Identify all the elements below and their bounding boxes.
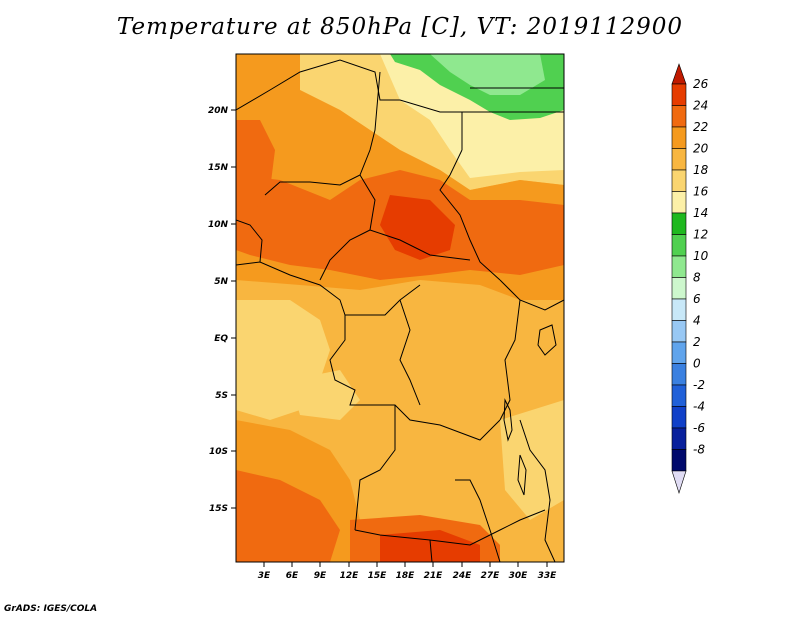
lon-label: 24E xyxy=(453,571,473,581)
colorbar-swatch xyxy=(671,212,687,235)
lon-label: 12E xyxy=(340,571,360,581)
colorbar-swatch xyxy=(671,234,687,257)
colorbar-label: 0 xyxy=(693,357,701,371)
colorbar-label: 20 xyxy=(693,142,709,156)
colorbar-label: 8 xyxy=(693,271,701,285)
colorbar-swatch xyxy=(671,427,687,450)
boundary-line xyxy=(399,299,421,406)
colorbar-label: 16 xyxy=(693,185,709,199)
lat-axis: 20N 15N 10N 5N EQ 5S 10S 15S xyxy=(208,106,236,514)
boundary-line xyxy=(264,71,381,196)
colorbar-label: 22 xyxy=(693,120,708,134)
boundary-line xyxy=(236,261,421,316)
colorbar-swatch xyxy=(671,341,687,364)
colorbar-swatch xyxy=(671,105,687,128)
colorbar-label: -6 xyxy=(693,421,705,435)
lat-label: 10S xyxy=(209,447,228,457)
boundary-line xyxy=(439,149,501,281)
field-hot-core xyxy=(380,195,455,260)
field-sw-warmer xyxy=(236,470,340,562)
colorbar-label: 4 xyxy=(693,314,701,328)
country-boundaries xyxy=(236,59,564,562)
colorbar-swatch xyxy=(671,255,687,278)
boundary-line xyxy=(236,59,463,150)
lake-outline xyxy=(537,324,557,356)
boundary-line xyxy=(499,279,564,421)
colorbar-swatch xyxy=(671,169,687,192)
lon-label: 33E xyxy=(538,571,558,581)
colorbar-label: -8 xyxy=(693,443,705,457)
lon-label: 6E xyxy=(286,571,299,581)
colorbar-label: 24 xyxy=(693,99,708,113)
colorbar-label: 10 xyxy=(693,249,709,263)
colorbar-swatch xyxy=(671,363,687,386)
grads-credit: GrADS: IGES/COLA xyxy=(4,604,98,614)
boundary-line xyxy=(236,219,263,263)
colorbar-swatch xyxy=(671,320,687,343)
map-frame xyxy=(235,53,565,563)
colorbar-label: 6 xyxy=(693,292,701,306)
field-green-ne-light xyxy=(430,54,545,95)
lat-label: 15S xyxy=(209,504,228,514)
field-west-coast-warm xyxy=(236,120,275,210)
lat-label: 5S xyxy=(215,391,228,401)
colorbar-label: 14 xyxy=(693,206,708,220)
lat-label: 5N xyxy=(214,277,228,287)
colorbar-arrow-bottom xyxy=(671,470,687,494)
colorbar-label: 2 xyxy=(693,335,701,349)
lon-label: 3E xyxy=(258,571,271,581)
colorbar-label: -2 xyxy=(693,378,705,392)
colorbar-swatch xyxy=(671,449,687,472)
lon-label: 27E xyxy=(481,571,501,581)
field-equatorial-2 xyxy=(290,370,360,420)
lon-label: 15E xyxy=(368,571,388,581)
boundary-line xyxy=(329,315,501,441)
colorbar-label: 12 xyxy=(693,228,708,242)
boundary-line xyxy=(354,509,546,546)
colorbar-label: -4 xyxy=(693,400,705,414)
colorbar-swatch xyxy=(671,83,687,106)
lon-label: 9E xyxy=(314,571,327,581)
colorbar-swatch xyxy=(671,384,687,407)
boundary-line xyxy=(354,405,396,531)
lake-outline xyxy=(503,398,513,442)
colorbar-swatch xyxy=(671,148,687,171)
colorbar-swatch xyxy=(671,298,687,321)
map-title: Temperature at 850hPa [C], VT: 201911290… xyxy=(116,14,684,40)
colorbar-label: 26 xyxy=(693,77,709,91)
lake-outline xyxy=(517,454,527,496)
lon-label: 21E xyxy=(424,571,444,581)
lon-label: 18E xyxy=(396,571,416,581)
boundary-line xyxy=(319,174,471,281)
colorbar-arrow-top xyxy=(671,63,687,85)
lat-label: EQ xyxy=(214,334,228,344)
colorbar-swatch xyxy=(671,126,687,149)
colorbar-label: 18 xyxy=(693,163,709,177)
boundary-line xyxy=(429,479,501,562)
lat-label: 15N xyxy=(208,163,229,173)
lat-label: 10N xyxy=(208,220,229,230)
temperature-field xyxy=(236,54,564,562)
lon-label: 30E xyxy=(509,571,529,581)
lat-label: 20N xyxy=(208,106,229,116)
colorbar-swatch xyxy=(671,191,687,214)
boundary-line xyxy=(462,87,564,113)
boundary-line xyxy=(519,419,556,562)
colorbar-swatch xyxy=(671,277,687,300)
lon-axis: 3E 6E 9E 12E 15E 18E 21E 24E 27E 30E 33E xyxy=(258,562,557,581)
colorbar-swatch xyxy=(671,406,687,429)
